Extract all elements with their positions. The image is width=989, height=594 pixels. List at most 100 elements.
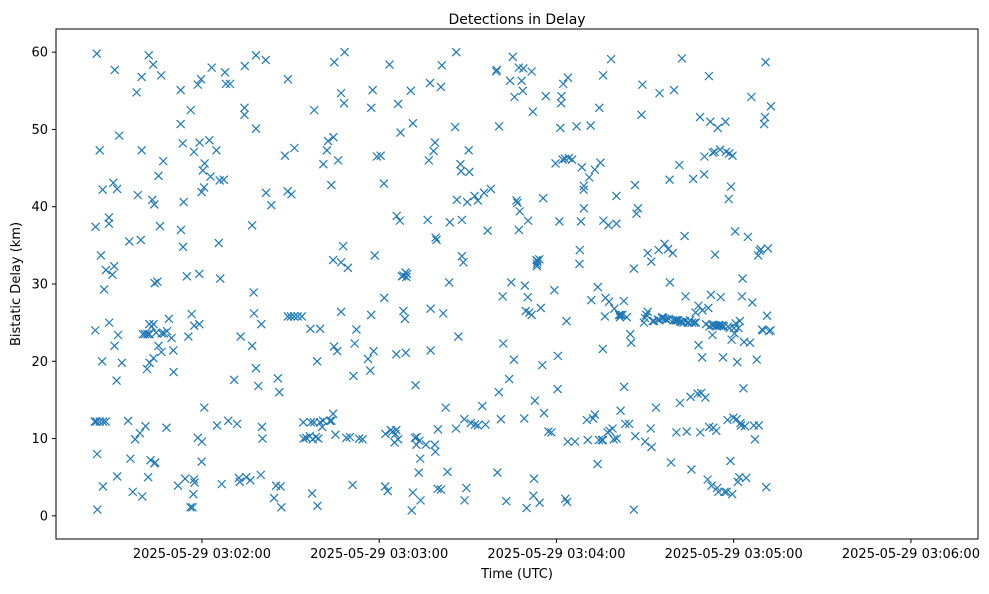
data-point — [538, 193, 548, 203]
data-point — [352, 325, 361, 335]
data-point — [617, 310, 627, 320]
data-point — [553, 384, 563, 394]
data-point — [549, 285, 559, 295]
data-point — [318, 159, 328, 169]
data-point — [473, 196, 483, 205]
data-point — [92, 505, 102, 515]
y-tick-label: 40 — [31, 200, 48, 215]
y-tick-label: 0 — [40, 509, 48, 524]
data-point — [142, 364, 152, 374]
data-point — [556, 98, 566, 108]
data-point — [188, 502, 197, 512]
data-point — [150, 278, 160, 288]
data-point — [149, 353, 158, 363]
data-point — [136, 235, 146, 245]
data-point — [101, 265, 111, 275]
data-point — [579, 181, 589, 191]
data-point — [643, 307, 653, 317]
data-point — [258, 434, 267, 443]
data-point — [340, 47, 350, 57]
data-point — [614, 310, 624, 320]
data-point — [708, 148, 718, 158]
data-point — [715, 145, 725, 154]
data-point — [331, 430, 340, 440]
data-point — [400, 314, 410, 324]
data-point — [379, 179, 389, 188]
data-point — [527, 67, 537, 76]
data-point — [397, 271, 407, 281]
data-point — [626, 338, 636, 348]
data-point — [730, 329, 739, 338]
data-point — [681, 291, 690, 301]
data-point — [189, 147, 199, 157]
data-point — [110, 341, 119, 351]
data-point — [385, 60, 394, 69]
data-point — [697, 352, 707, 362]
data-point — [289, 143, 299, 153]
data-point — [665, 175, 675, 185]
data-point — [579, 185, 589, 195]
data-point — [593, 459, 602, 469]
data-point — [323, 136, 333, 146]
data-point — [158, 156, 168, 166]
data-point — [194, 319, 204, 329]
data-point — [326, 180, 336, 190]
data-point — [276, 502, 286, 512]
data-point — [464, 167, 474, 177]
data-point — [760, 112, 770, 122]
data-point — [368, 85, 378, 95]
data-point — [716, 292, 726, 302]
data-point — [429, 146, 438, 156]
data-point — [408, 488, 418, 498]
data-point — [494, 387, 504, 397]
data-point — [675, 398, 685, 408]
data-point — [453, 332, 463, 341]
data-point — [459, 414, 469, 424]
data-point — [523, 216, 533, 226]
data-point — [98, 482, 108, 491]
data-point — [92, 49, 102, 59]
data-point — [598, 70, 608, 80]
data-point — [492, 65, 502, 75]
data-point — [220, 67, 230, 77]
data-point — [619, 296, 629, 306]
data-point — [700, 152, 709, 161]
data-point — [695, 427, 705, 437]
data-point — [691, 318, 701, 328]
data-point — [563, 437, 573, 447]
x-tick-label: 2025-05-29 03:04:00 — [487, 547, 625, 562]
data-point — [498, 339, 508, 348]
data-point — [112, 376, 121, 386]
data-point — [697, 305, 707, 315]
data-point — [104, 213, 114, 222]
data-point — [396, 128, 405, 137]
data-point — [572, 121, 581, 131]
data-point — [726, 182, 736, 192]
data-point — [376, 151, 386, 161]
x-tick-label: 2025-05-29 03:02:00 — [133, 547, 271, 562]
data-point — [577, 162, 587, 172]
data-point — [723, 415, 732, 425]
data-point — [720, 487, 729, 497]
data-point — [713, 487, 723, 497]
data-point — [739, 383, 748, 393]
data-point — [333, 155, 343, 165]
data-point — [562, 316, 571, 326]
data-point — [444, 278, 454, 287]
data-point — [186, 105, 196, 115]
data-point — [430, 447, 440, 457]
data-point — [414, 436, 424, 446]
data-point — [126, 454, 135, 464]
data-point — [189, 475, 199, 484]
data-points — [90, 47, 776, 515]
data-point — [622, 312, 632, 322]
data-point — [546, 427, 556, 437]
data-point — [501, 496, 511, 506]
data-point — [597, 435, 607, 445]
data-point — [616, 406, 625, 416]
data-point — [747, 298, 757, 307]
data-point — [766, 101, 776, 111]
data-point — [567, 155, 577, 165]
data-point — [183, 332, 193, 341]
data-point — [752, 355, 762, 365]
